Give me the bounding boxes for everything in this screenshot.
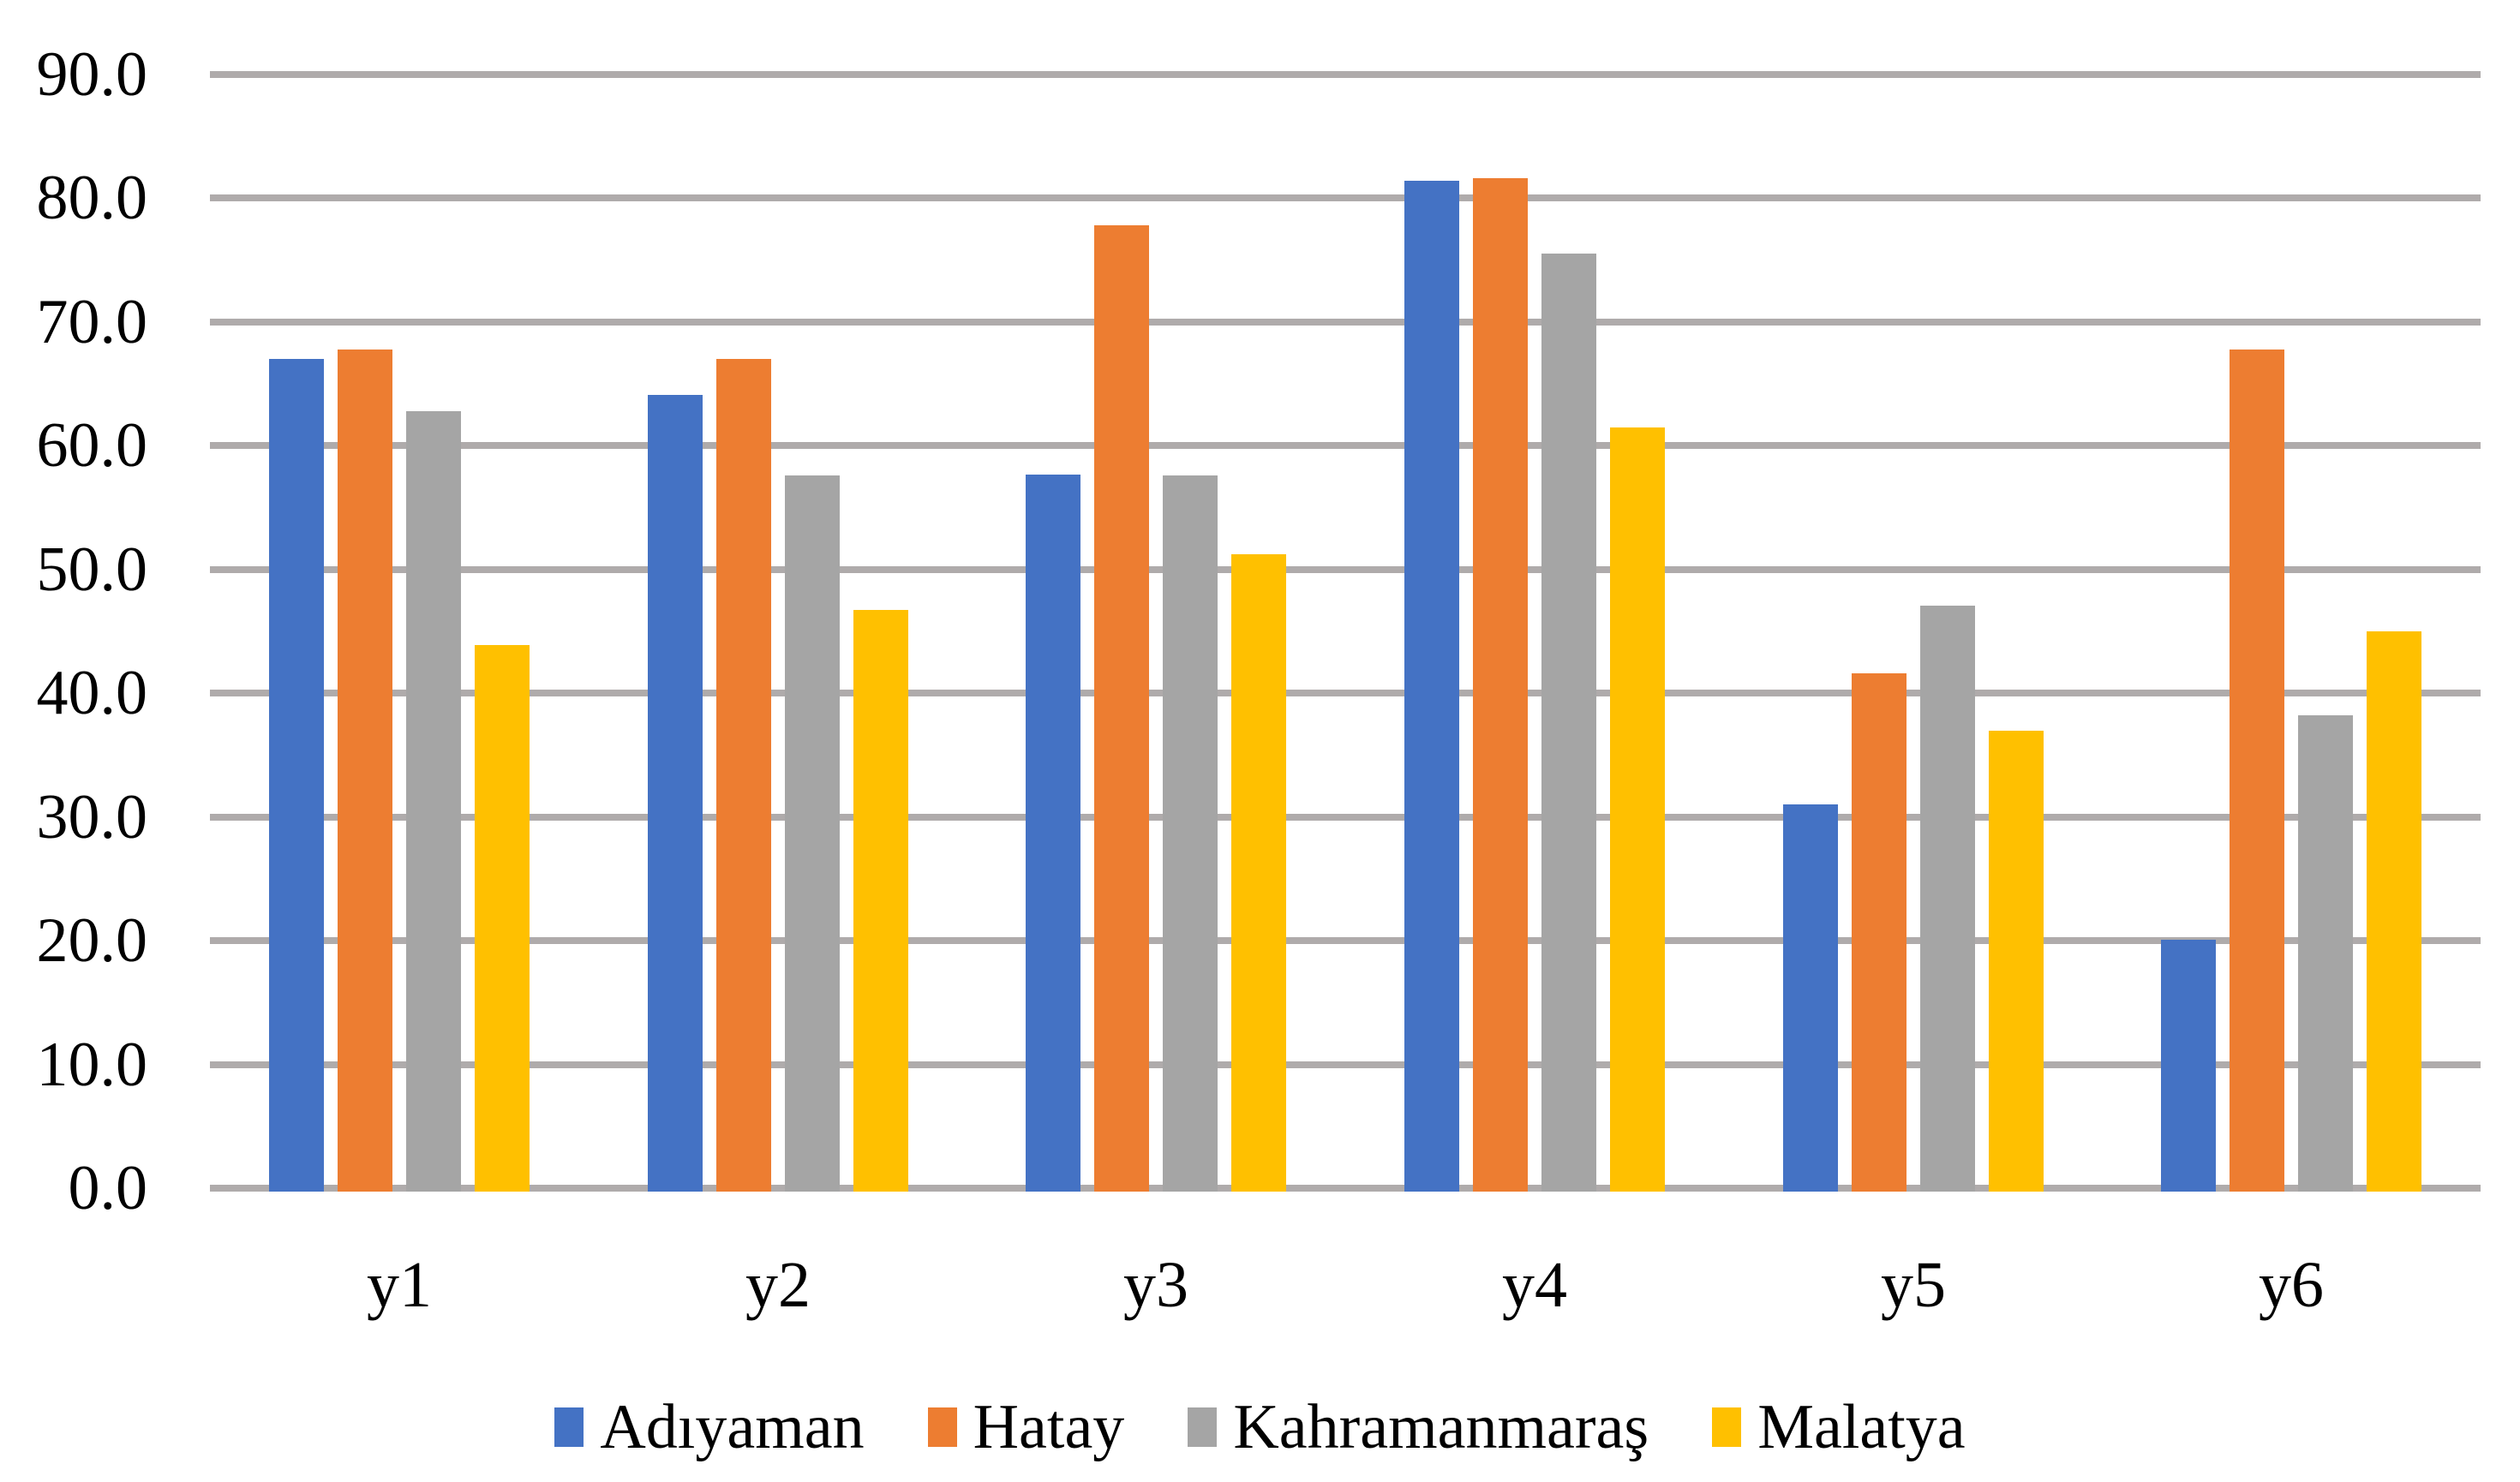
- x-axis-label-y3: y3: [1123, 1249, 1188, 1321]
- bar-kahramanmaras-y2: [785, 475, 840, 1192]
- bar-adiyaman-y1: [269, 359, 324, 1192]
- y-axis-tick-label-50.0: 50.0: [36, 534, 148, 605]
- legend-swatch-adiyaman: [554, 1407, 584, 1447]
- bar-kahramanmaras-y6: [2298, 715, 2353, 1192]
- gridline-80.0: [210, 194, 2481, 202]
- x-axis-label-y2: y2: [745, 1249, 811, 1321]
- bar-malatya-y6: [2367, 631, 2421, 1192]
- x-axis-label-y5: y5: [1881, 1249, 1946, 1321]
- legend-swatch-malatya: [1712, 1407, 1742, 1447]
- gridline-0.0: [210, 1185, 2481, 1192]
- bar-malatya-y2: [853, 610, 908, 1192]
- gridline-60.0: [210, 442, 2481, 450]
- gridline-50.0: [210, 565, 2481, 573]
- y-axis-tick-label-60.0: 60.0: [36, 410, 148, 481]
- bar-hatay-y5: [1852, 673, 1906, 1192]
- bar-hatay-y4: [1473, 178, 1528, 1192]
- legend-item-malatya: Malatya: [1712, 1392, 1966, 1462]
- legend-item-hatay: Hatay: [927, 1392, 1125, 1462]
- gridline-40.0: [210, 690, 2481, 697]
- y-axis-tick-label-10.0: 10.0: [36, 1029, 148, 1100]
- legend-label-malatya: Malatya: [1757, 1392, 1966, 1462]
- bar-kahramanmaras-y5: [1920, 606, 1975, 1192]
- bar-kahramanmaras-y1: [406, 411, 461, 1192]
- bar-hatay-y6: [2230, 350, 2284, 1192]
- bar-hatay-y3: [1094, 225, 1149, 1192]
- legend-swatch-kahramanmaras: [1188, 1407, 1218, 1447]
- bar-kahramanmaras-y4: [1541, 254, 1596, 1192]
- gridline-70.0: [210, 318, 2481, 326]
- bar-malatya-y5: [1989, 731, 2044, 1192]
- x-axis-label-y6: y6: [2259, 1249, 2324, 1321]
- legend-label-kahramanmaras: Kahramanmaraş: [1233, 1392, 1649, 1462]
- y-axis-tick-label-0.0: 0.0: [68, 1153, 148, 1223]
- legend: Adıyaman Hatay Kahramanmaraş Malatya: [0, 1393, 2520, 1461]
- bar-malatya-y3: [1231, 554, 1286, 1192]
- gridline-90.0: [210, 71, 2481, 78]
- bar-hatay-y1: [338, 350, 392, 1192]
- bar-adiyaman-y6: [2161, 940, 2216, 1192]
- bar-adiyaman-y5: [1783, 804, 1838, 1192]
- legend-swatch-hatay: [927, 1407, 957, 1447]
- gridline-20.0: [210, 937, 2481, 945]
- y-axis-tick-label-80.0: 80.0: [36, 163, 148, 234]
- y-axis-tick-label-30.0: 30.0: [36, 781, 148, 852]
- y-axis-tick-label-40.0: 40.0: [36, 658, 148, 729]
- y-axis-tick-label-70.0: 70.0: [36, 286, 148, 357]
- bar-adiyaman-y3: [1026, 475, 1080, 1192]
- bar-hatay-y2: [716, 359, 771, 1192]
- y-axis-tick-label-90.0: 90.0: [36, 39, 148, 110]
- bar-adiyaman-y4: [1404, 181, 1459, 1192]
- bar-kahramanmaras-y3: [1163, 475, 1218, 1192]
- bar-malatya-y1: [475, 645, 530, 1192]
- gridline-10.0: [210, 1061, 2481, 1068]
- bar-malatya-y4: [1610, 427, 1665, 1192]
- legend-label-adiyaman: Adıyaman: [600, 1392, 865, 1462]
- x-axis-label-y1: y1: [367, 1249, 432, 1321]
- x-axis-label-y4: y4: [1502, 1249, 1567, 1321]
- legend-label-hatay: Hatay: [973, 1392, 1125, 1462]
- legend-item-kahramanmaras: Kahramanmaraş: [1188, 1393, 1649, 1461]
- bar-adiyaman-y2: [648, 395, 703, 1192]
- gridline-30.0: [210, 813, 2481, 821]
- y-axis-tick-label-20.0: 20.0: [36, 905, 148, 977]
- legend-item-adiyaman: Adıyaman: [554, 1392, 865, 1462]
